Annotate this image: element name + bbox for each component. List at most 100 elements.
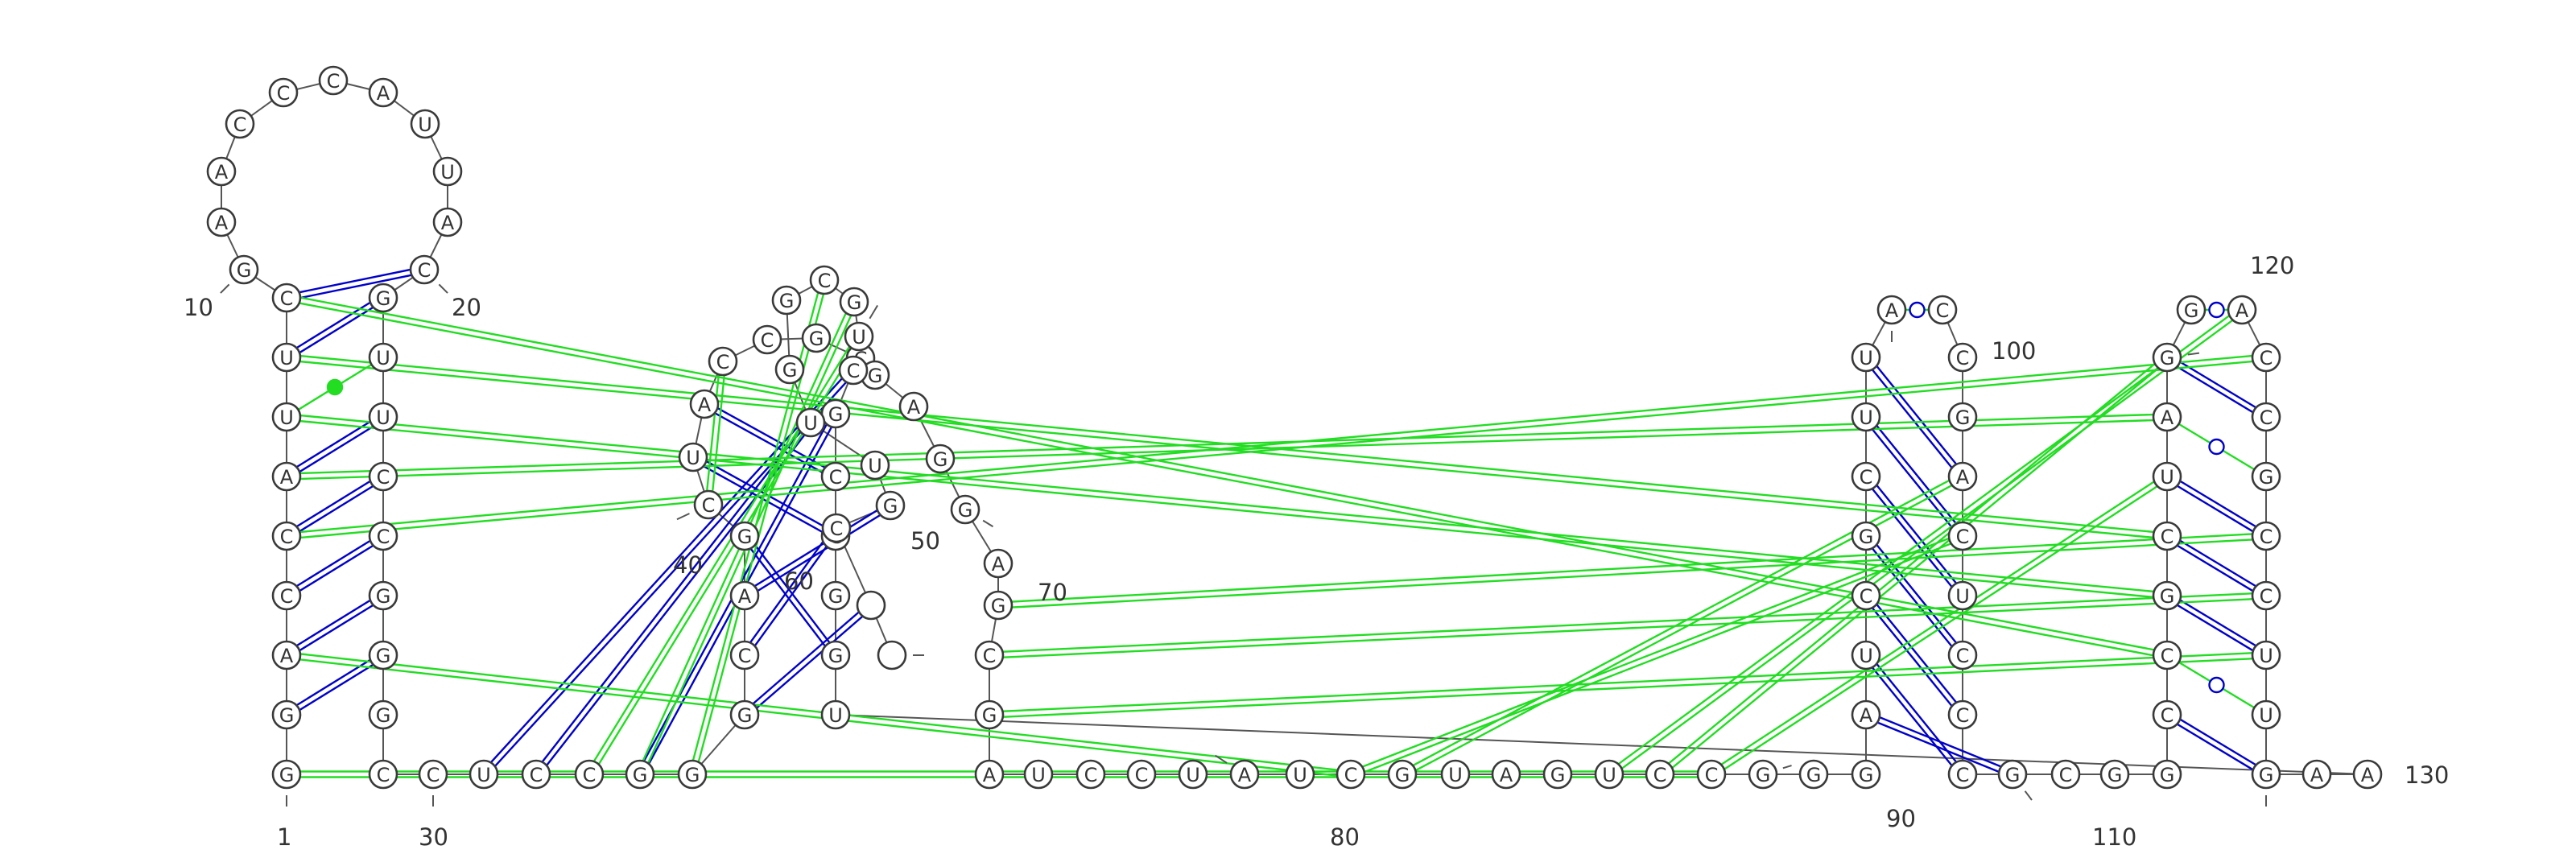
- nucleotide-letter: A: [992, 553, 1005, 576]
- nucleotide-letter: G: [809, 328, 824, 350]
- nucleotide-circle: [2251, 521, 2281, 551]
- nucleotide-59: U: [1178, 759, 1208, 790]
- nucleotide-letter: U: [2259, 704, 2273, 727]
- wobble-pair-marker: [1909, 301, 1926, 319]
- nucleotide-61: U: [1285, 759, 1315, 790]
- base-pair-line: [741, 602, 870, 714]
- nucleotide-18: U: [432, 156, 463, 187]
- nucleotide-23: U: [368, 402, 398, 432]
- nucleotide-letter: C: [327, 70, 341, 93]
- nucleotide-70: G: [1748, 759, 1778, 790]
- nucleotide-circle: [678, 442, 708, 472]
- nucleotide-circle: [820, 699, 851, 730]
- nucleotide-circle: [271, 283, 302, 313]
- nucleotide-letter: G: [1806, 764, 1822, 786]
- nucleotide-118: G: [820, 398, 851, 429]
- nucleotide-circle: [1947, 402, 1978, 432]
- nucleotide-letter: G: [828, 403, 844, 426]
- nucleotide-84: A: [1947, 461, 1978, 492]
- nucleotide-letter: C: [1705, 764, 1719, 786]
- nucleotide-126: U: [860, 450, 890, 481]
- nucleotide-letter: G: [982, 704, 997, 727]
- nucleotide-circle: [1851, 640, 1881, 670]
- nucleotide-circle: [1947, 580, 1978, 611]
- nucleotide-letter: G: [376, 287, 391, 310]
- nucleotide-letter: G: [633, 764, 648, 786]
- nucleotide-128: C: [821, 513, 852, 543]
- nucleotide-63: G: [1387, 759, 1418, 790]
- nucleotide-100: G: [2152, 342, 2182, 373]
- nucleotide-circle: [225, 109, 255, 139]
- nucleotide-10: G: [229, 254, 259, 285]
- base-pair-line: [287, 294, 2168, 654]
- nucleotide-97: C: [2152, 521, 2182, 551]
- nucleotide-letter: G: [2160, 347, 2175, 369]
- base-pair-line: [2165, 596, 2265, 659]
- base-pair-line: [286, 353, 2266, 534]
- position-label-50: 50: [910, 527, 940, 555]
- nucleotide-circle: [368, 759, 398, 790]
- nucleotide-letter: G: [883, 495, 898, 518]
- nucleotide-77: C: [1851, 461, 1881, 492]
- nucleotide-81: C: [1927, 295, 1958, 325]
- nucleotide-circle: [838, 355, 869, 386]
- nucleotide-letter: U: [686, 447, 700, 469]
- nucleotide-circle: [1997, 759, 2028, 790]
- nucleotide-letter: G: [237, 259, 252, 282]
- nucleotide-circle: [1947, 342, 1978, 373]
- nucleotide-letter: U: [2259, 645, 2273, 667]
- nucleotide-letter: C: [1956, 526, 1970, 548]
- nucleotide-34: G: [625, 759, 655, 790]
- nucleotide-35: G: [677, 759, 708, 790]
- nucleotide-5: C: [271, 521, 302, 551]
- nucleotide-circle: [898, 391, 929, 422]
- nucleotide-letter: C: [377, 526, 390, 548]
- nucleotide-2: G: [271, 699, 302, 730]
- nucleotide-60: A: [1229, 759, 1260, 790]
- nucleotide-105: G: [2251, 461, 2281, 492]
- nucleotide-letter: U: [1448, 764, 1463, 786]
- nucleotide-circle: [820, 461, 851, 492]
- base-pair-line: [1661, 358, 2169, 778]
- nucleotide-circle: [771, 285, 802, 316]
- nucleotide-21: G: [368, 283, 398, 313]
- base-pair-line: [702, 406, 835, 481]
- nucleotide-letter: G: [279, 704, 295, 727]
- base-pair-line: [286, 299, 2167, 659]
- nucleotide-circle: [1542, 759, 1573, 790]
- nucleotide-87: C: [1947, 640, 1978, 670]
- base-pair-line: [989, 657, 2267, 719]
- nucleotide-letter: A: [2161, 406, 2174, 429]
- nucleotide-circle: [1927, 295, 1958, 325]
- nucleotide-125: U: [795, 407, 826, 438]
- nucleotide-circle: [820, 640, 851, 670]
- nucleotide-90: G: [1997, 759, 2028, 790]
- nucleotide-letter: G: [2005, 764, 2021, 786]
- nucleotide-circle: [729, 521, 760, 551]
- nucleotide-102: A: [2227, 295, 2257, 325]
- nucleotide-letter: C: [830, 518, 844, 540]
- nucleotide-94: C: [2152, 699, 2182, 730]
- nucleotide-letter: U: [477, 764, 491, 786]
- nucleotide-130: [877, 640, 907, 670]
- nucleotide-111: A: [2301, 759, 2332, 790]
- nucleotide-circle: [856, 590, 886, 621]
- nucleotide-119: C: [838, 355, 869, 386]
- wobble-pair-marker: [2208, 676, 2225, 694]
- nucleotide-58: C: [1126, 759, 1157, 790]
- nucleotide-letter: G: [1550, 764, 1566, 786]
- nucleotide-circle: [2152, 461, 2182, 492]
- nucleotide-letter: A: [215, 161, 229, 184]
- nucleotide-circle: [1851, 699, 1881, 730]
- nucleotide-circle: [950, 494, 980, 525]
- nucleotide-letter: C: [280, 287, 294, 310]
- nucleotide-letter: U: [803, 412, 818, 435]
- nucleotide-letter: U: [376, 347, 390, 369]
- nucleotide-circle: [271, 580, 302, 611]
- base-pair-line: [1867, 653, 1966, 774]
- nucleotide-circle: [2251, 402, 2281, 432]
- nucleotide-circle: [839, 287, 869, 317]
- nucleotide-82: C: [1947, 342, 1978, 373]
- nucleotide-38: A: [729, 580, 760, 611]
